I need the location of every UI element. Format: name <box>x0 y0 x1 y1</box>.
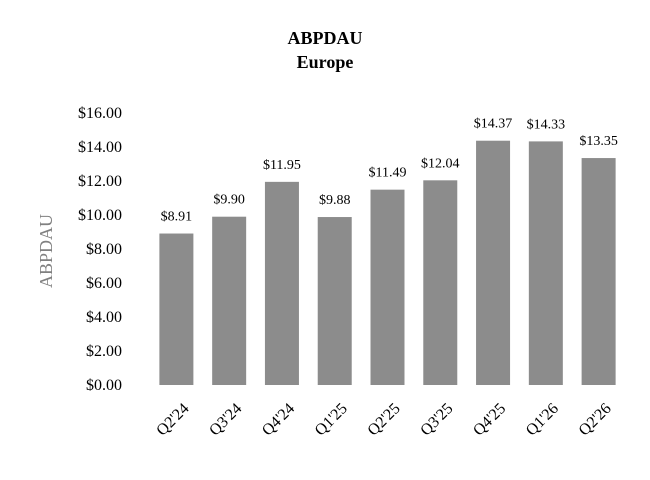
data-label: $14.37 <box>474 117 513 132</box>
y-tick-label: $0.00 <box>86 377 122 394</box>
y-tick-label: $16.00 <box>78 105 122 122</box>
bar <box>159 233 194 385</box>
bar <box>528 141 563 385</box>
bar <box>370 189 405 385</box>
y-tick-label: $6.00 <box>86 275 122 292</box>
chart-title: ABPDAU <box>287 28 363 48</box>
y-tick-label: $10.00 <box>78 207 122 224</box>
data-label: $13.35 <box>579 134 618 149</box>
x-tick-label: Q1'26 <box>523 400 562 439</box>
chart-subtitle: Europe <box>296 52 354 72</box>
data-label: $12.04 <box>421 156 460 171</box>
data-label: $11.49 <box>369 166 407 181</box>
bar <box>476 140 511 385</box>
y-tick-label: $12.00 <box>78 173 122 190</box>
bar <box>317 217 352 385</box>
y-axis-label: ABPDAU <box>36 214 56 288</box>
data-label: $9.90 <box>213 193 245 208</box>
y-tick-label: $4.00 <box>86 309 122 326</box>
x-tick-label: Q1'25 <box>312 400 351 439</box>
bar <box>423 180 458 385</box>
bar <box>212 216 247 385</box>
bar <box>264 181 299 385</box>
x-tick-label: Q2'26 <box>576 400 615 439</box>
x-tick-label: Q4'25 <box>470 400 509 439</box>
data-label: $8.91 <box>161 210 193 225</box>
data-label: $9.88 <box>319 193 351 208</box>
x-tick-label: Q2'25 <box>364 400 403 439</box>
x-tick-label: Q3'25 <box>417 400 456 439</box>
bar <box>581 158 616 385</box>
y-tick-label: $8.00 <box>86 241 122 258</box>
y-tick-label: $2.00 <box>86 343 122 360</box>
x-tick-label: Q2'24 <box>153 400 192 439</box>
x-tick-label: Q3'24 <box>206 400 245 439</box>
data-label: $11.95 <box>263 158 301 173</box>
y-tick-label: $14.00 <box>78 139 122 156</box>
data-label: $14.33 <box>527 117 566 132</box>
x-tick-label: Q4'24 <box>259 400 298 439</box>
